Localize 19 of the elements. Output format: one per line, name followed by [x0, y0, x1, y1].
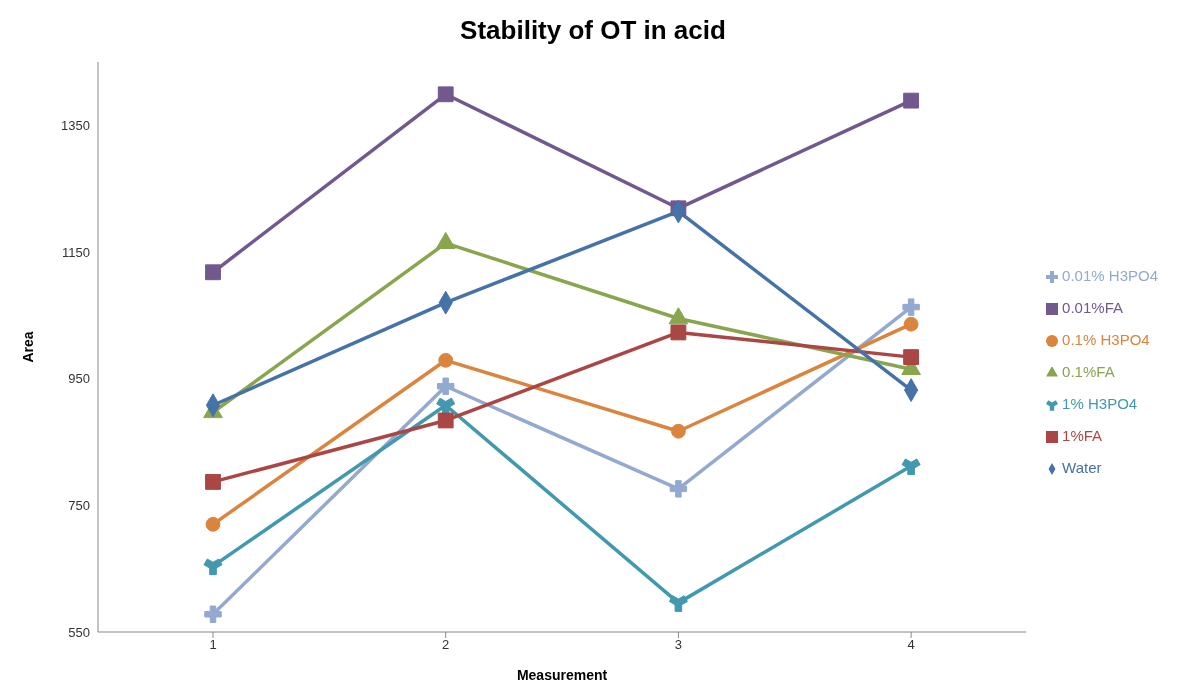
- x-axis-title: Measurement: [516, 667, 608, 683]
- y-tick-label: 1150: [62, 244, 90, 260]
- legend-label: 0.1%FA: [1062, 363, 1115, 380]
- legend-label: 0.01%FA: [1062, 299, 1123, 316]
- legend-label: 0.01% H3PO4: [1062, 267, 1158, 284]
- x-tick-label: 3: [674, 637, 683, 653]
- legend-label: 0.1% H3PO4: [1062, 331, 1150, 348]
- legend-label: 1% H3PO4: [1062, 395, 1138, 412]
- y-tick-label: 750: [68, 497, 90, 513]
- x-tick-label: 1: [209, 637, 217, 653]
- x-tick-label: 2: [442, 637, 450, 653]
- legend-label: 1%FA: [1062, 427, 1103, 444]
- y-tick-label: 550: [68, 624, 90, 640]
- legend-label: Water: [1062, 459, 1102, 476]
- y-tick-label: 950: [68, 371, 90, 387]
- y-tick-label: 1350: [61, 117, 90, 133]
- chart-title: Stability of OT in acid: [459, 14, 727, 47]
- y-axis-title: Area: [19, 331, 36, 363]
- x-tick-label: 4: [907, 637, 915, 653]
